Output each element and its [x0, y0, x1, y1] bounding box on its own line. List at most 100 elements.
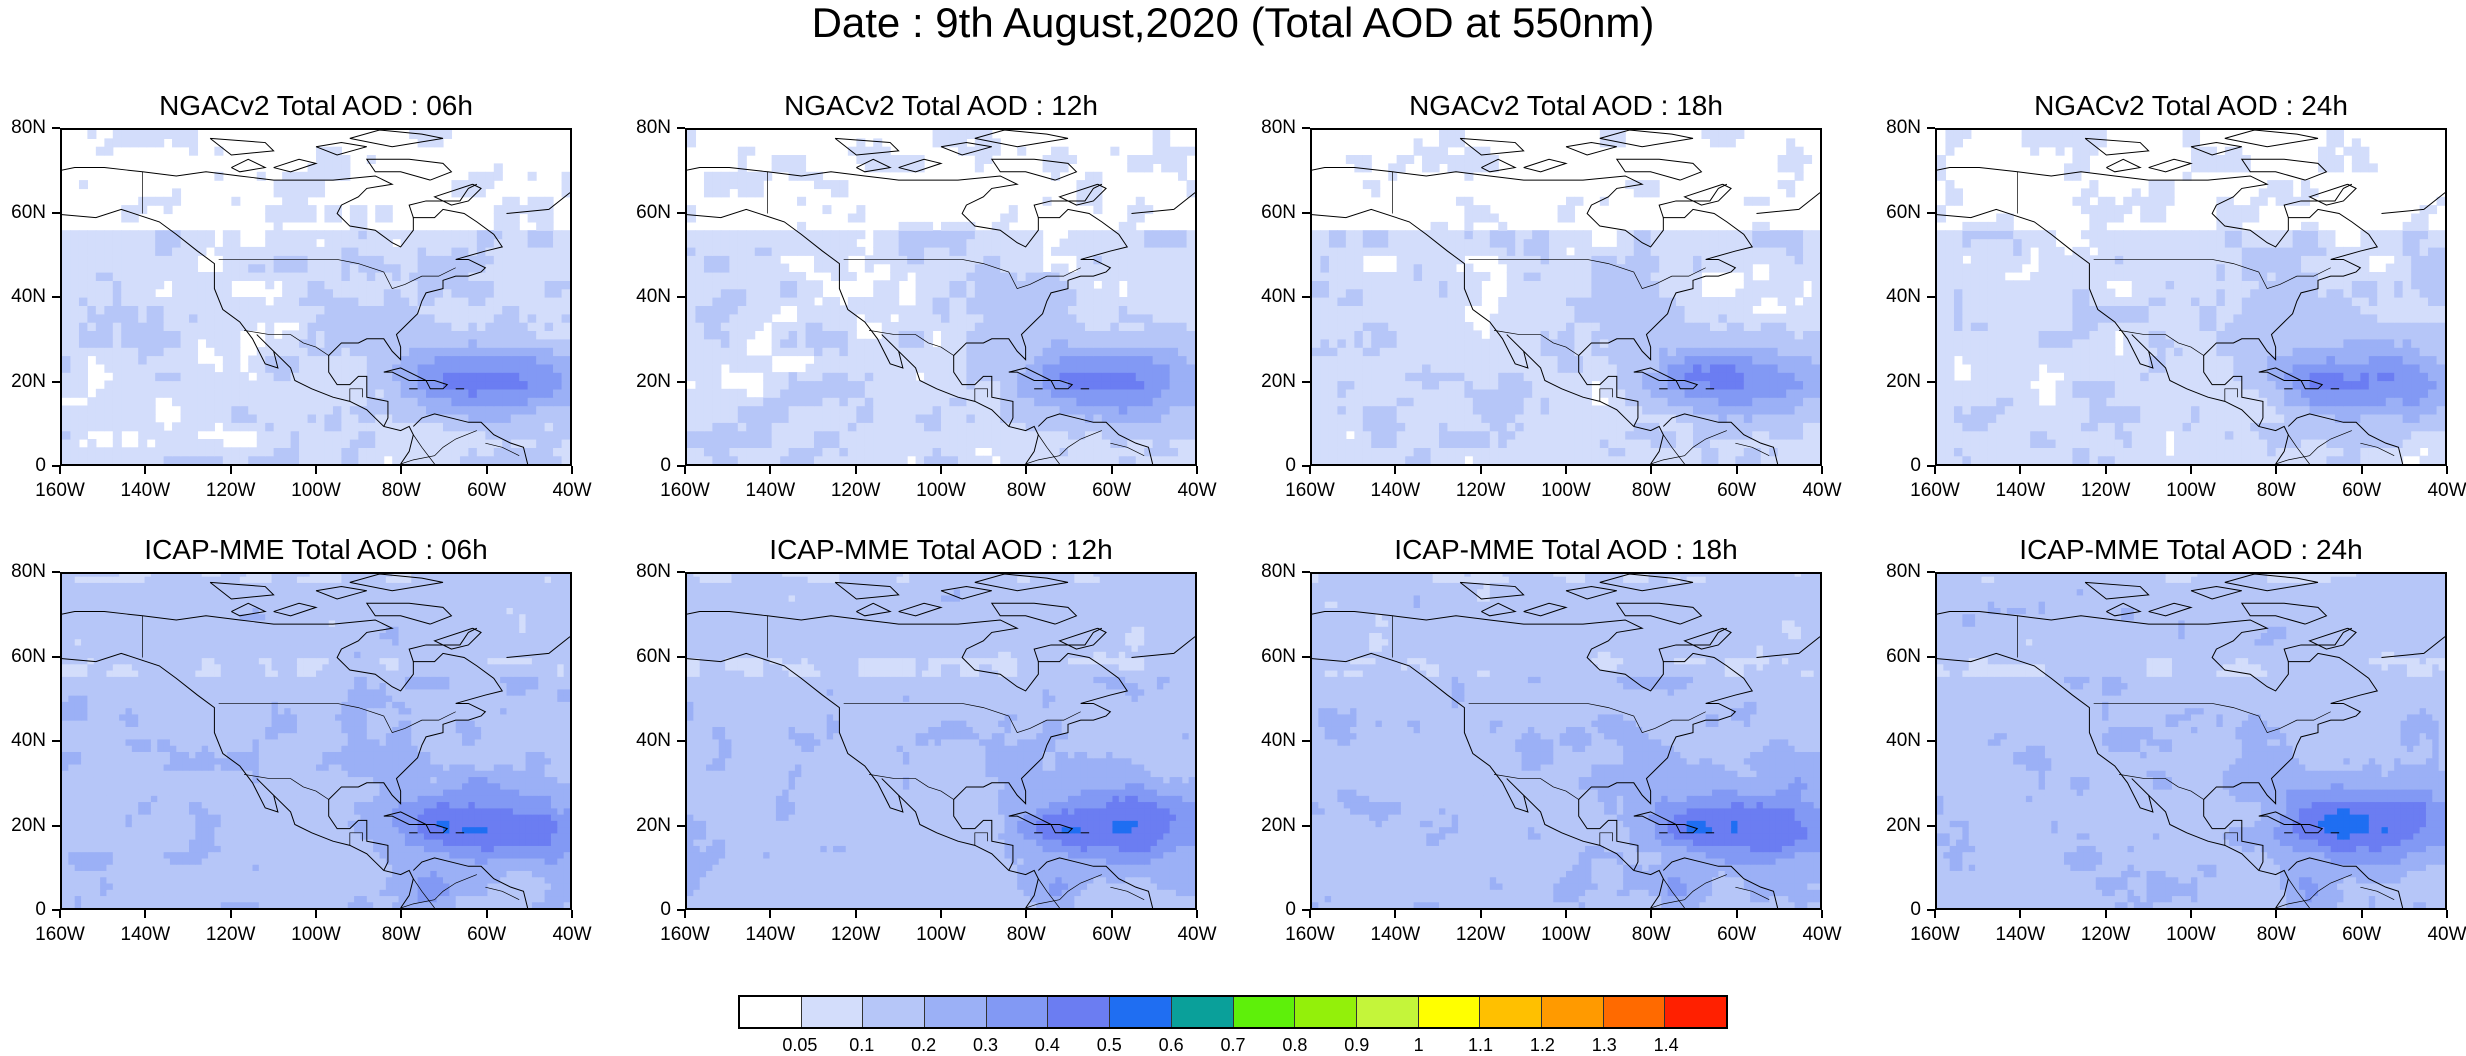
lat-tick-label: 40N	[1261, 730, 1296, 752]
lat-tick-label: 60N	[1886, 202, 1921, 224]
lon-tick-label: 40W	[2427, 924, 2466, 946]
lat-tick-mark	[1302, 909, 1310, 911]
lon-tick-label: 40W	[1802, 480, 1841, 502]
coastline	[990, 158, 1078, 181]
country-border	[1038, 878, 1060, 908]
colorbar-swatch	[1171, 997, 1234, 1027]
lat-tick-mark	[1302, 824, 1310, 827]
coastline	[2190, 142, 2242, 156]
colorbar-label: 1.1	[1468, 1035, 1493, 1056]
coastline	[62, 208, 414, 464]
country-border	[869, 774, 954, 800]
lon-tick-mark	[571, 466, 573, 474]
coastline	[1058, 627, 1107, 650]
country-border	[349, 832, 363, 846]
coastline	[1937, 208, 2289, 464]
lon-tick-label: 100W	[1541, 480, 1591, 502]
coastline	[687, 167, 1039, 248]
coastline	[1523, 158, 1568, 173]
lon-tick-label: 80W	[382, 924, 421, 946]
aod-map	[60, 128, 572, 466]
lon-tick-mark	[2275, 910, 2278, 918]
coastline	[953, 183, 1129, 427]
coastline	[687, 208, 1039, 464]
aod-map	[1935, 572, 2447, 910]
aod-map	[685, 572, 1197, 910]
lon-tick-label: 80W	[1007, 924, 1046, 946]
coastline	[1578, 183, 1754, 427]
lat-tick-label: 80N	[11, 561, 46, 583]
colorbar-label: 0.9	[1344, 1035, 1369, 1056]
lon-tick-mark	[2019, 910, 2022, 918]
lat-tick-label: 20N	[636, 815, 671, 837]
lon-tick-label: 140W	[746, 480, 796, 502]
country-border	[1599, 832, 1613, 846]
coastline	[1008, 367, 1052, 381]
main-title: Date : 9th August,2020 (Total AOD at 550…	[0, 2, 2466, 44]
lat-tick-mark	[52, 909, 60, 911]
colorbar-label: 1	[1414, 1035, 1424, 1056]
lon-tick-label: 60W	[467, 480, 506, 502]
lon-tick-label: 40W	[552, 480, 591, 502]
coastline	[1615, 602, 1703, 625]
lat-tick-label: 20N	[1261, 815, 1296, 837]
map-panel: ICAP-MME Total AOD : 12h 0 20N 40N 60N 80N 160…	[625, 536, 1216, 956]
lat-tick-mark	[1927, 740, 1935, 742]
country-border	[1110, 886, 1145, 901]
lon-tick-mark	[854, 910, 857, 918]
coastline	[425, 380, 449, 390]
lon-tick-mark	[2190, 466, 2192, 474]
lon-tick-mark	[1934, 466, 1936, 474]
lon-tick-label: 40W	[2427, 480, 2466, 502]
lat-tick-label: 0	[1285, 899, 1296, 921]
lon-tick-mark	[940, 466, 942, 474]
country-border	[2275, 430, 2352, 464]
lon-tick-mark	[684, 466, 686, 474]
map-panel: ICAP-MME Total AOD : 06h 0 20N 40N 60N 80N 160…	[0, 536, 591, 956]
coastline	[834, 581, 900, 600]
lat-tick-mark	[677, 380, 685, 383]
coastline	[2224, 130, 2319, 148]
lat-tick-mark	[1927, 909, 1935, 911]
country-border	[400, 874, 477, 908]
colorbar-swatch	[1233, 997, 1296, 1027]
lat-tick-mark	[1927, 211, 1935, 214]
coastline	[412, 413, 529, 464]
lat-tick-label: 60N	[1886, 646, 1921, 668]
lat-tick-mark	[1927, 824, 1935, 827]
coastline	[2381, 636, 2445, 658]
lat-tick-mark	[1927, 655, 1935, 658]
lon-tick-label: 100W	[291, 924, 341, 946]
lat-tick-label: 80N	[1886, 561, 1921, 583]
lat-tick-mark	[677, 571, 685, 573]
panel-title: ICAP-MME Total AOD : 18h	[1310, 536, 1822, 564]
country-border	[218, 259, 456, 290]
country-border	[1663, 434, 1685, 464]
coastline	[1058, 183, 1107, 206]
coastline	[2203, 627, 2379, 871]
coastline	[2240, 602, 2328, 625]
coastline	[328, 627, 504, 871]
lat-tick-mark	[677, 127, 685, 129]
country-border	[2119, 774, 2204, 800]
coastline	[2203, 183, 2379, 427]
lat-tick-label: 20N	[1886, 371, 1921, 393]
lon-tick-label: 60W	[1092, 480, 1131, 502]
lat-tick-mark	[1302, 655, 1310, 658]
coastline	[62, 167, 414, 248]
coastline	[990, 602, 1078, 625]
coastline	[2224, 574, 2319, 592]
lon-tick-mark	[769, 466, 772, 474]
lon-tick-mark	[1479, 910, 1482, 918]
lat-tick-label: 0	[660, 899, 671, 921]
lat-tick-mark	[1302, 211, 1310, 214]
lon-tick-mark	[59, 910, 61, 918]
coastline	[2308, 183, 2357, 206]
lon-tick-mark	[1934, 910, 1936, 918]
lon-tick-mark	[1650, 466, 1653, 474]
aod-map	[1310, 128, 1822, 466]
lon-tick-label: 60W	[1717, 480, 1756, 502]
lat-tick-mark	[1927, 127, 1935, 129]
country-border	[1494, 774, 1579, 800]
lon-tick-mark	[1565, 466, 1567, 474]
